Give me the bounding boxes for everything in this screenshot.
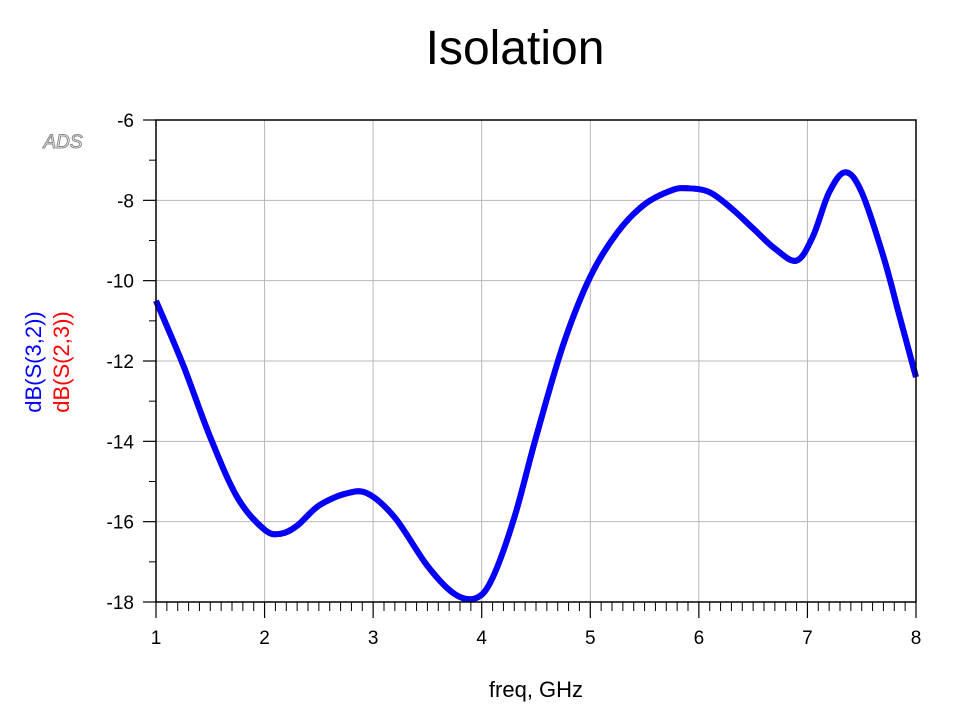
y-tick-label: -12 xyxy=(107,352,134,373)
x-tick-label: 1 xyxy=(151,628,162,649)
x-tick-label: 6 xyxy=(694,628,705,649)
chart-title: Isolation xyxy=(426,22,605,75)
x-tick-label: 2 xyxy=(259,628,270,649)
y-tick-label: -16 xyxy=(107,513,134,534)
y-tick-label: -8 xyxy=(117,191,134,212)
series-line-db-s-3-2- xyxy=(153,169,919,603)
y-tick-label: -6 xyxy=(117,111,134,132)
x-tick-label: 8 xyxy=(911,628,922,649)
x-tick-label: 4 xyxy=(476,628,487,649)
y-tick-label: -10 xyxy=(107,272,134,293)
y-axis-label-s23: dB(S(2,3)) xyxy=(49,311,74,412)
x-tick-label: 7 xyxy=(802,628,813,649)
x-axis-label: freq, GHz xyxy=(489,677,583,702)
ads-watermark: ADS xyxy=(42,132,82,153)
tick-labels: 1 2 3 4 5 6 7 8 -6 -8 -10 -12 -14 -16 -18 xyxy=(107,111,922,649)
y-axis-label-s32: dB(S(3,2)) xyxy=(21,311,46,412)
plot-grid xyxy=(155,119,917,603)
x-tick-label: 5 xyxy=(585,628,596,649)
y-tick-label: -18 xyxy=(107,593,134,614)
x-tick-label: 3 xyxy=(368,628,379,649)
series-layer xyxy=(153,169,919,603)
plot-axes xyxy=(143,119,917,618)
y-tick-label: -14 xyxy=(107,432,135,453)
